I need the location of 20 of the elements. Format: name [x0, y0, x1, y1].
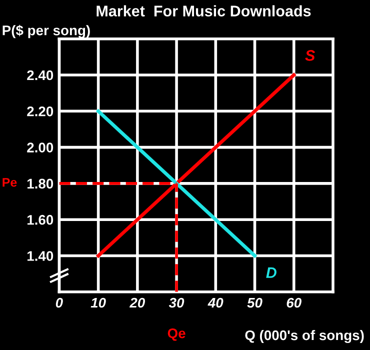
x-tick-label: 50: [247, 298, 262, 308]
ref-line-label: Pe: [2, 178, 17, 187]
x-tick-label: 60: [286, 298, 302, 308]
y-tick-label: 2.40: [27, 70, 54, 80]
x-axis-title: Q (000's of songs): [245, 330, 364, 343]
x-tick-label: 20: [129, 298, 146, 308]
series-label: D: [266, 267, 276, 278]
y-tick-label: 2.00: [27, 142, 54, 152]
series-label: S: [305, 50, 316, 61]
x-tick-label: 30: [168, 298, 184, 308]
y-axis-title: P($ per song): [2, 24, 90, 38]
x-tick-label: 0: [56, 298, 63, 308]
x-tick-label: 10: [90, 298, 106, 308]
ref-line-label: Qe: [168, 328, 186, 341]
x-tick-label: 40: [208, 298, 224, 308]
y-tick-label: 2.20: [27, 106, 54, 116]
y-tick-label: 1.60: [27, 214, 54, 225]
chart-title: Market For Music Downloads: [96, 5, 311, 16]
y-tick-label: 1.80: [27, 178, 54, 189]
y-tick-label: 1.40: [27, 251, 54, 261]
